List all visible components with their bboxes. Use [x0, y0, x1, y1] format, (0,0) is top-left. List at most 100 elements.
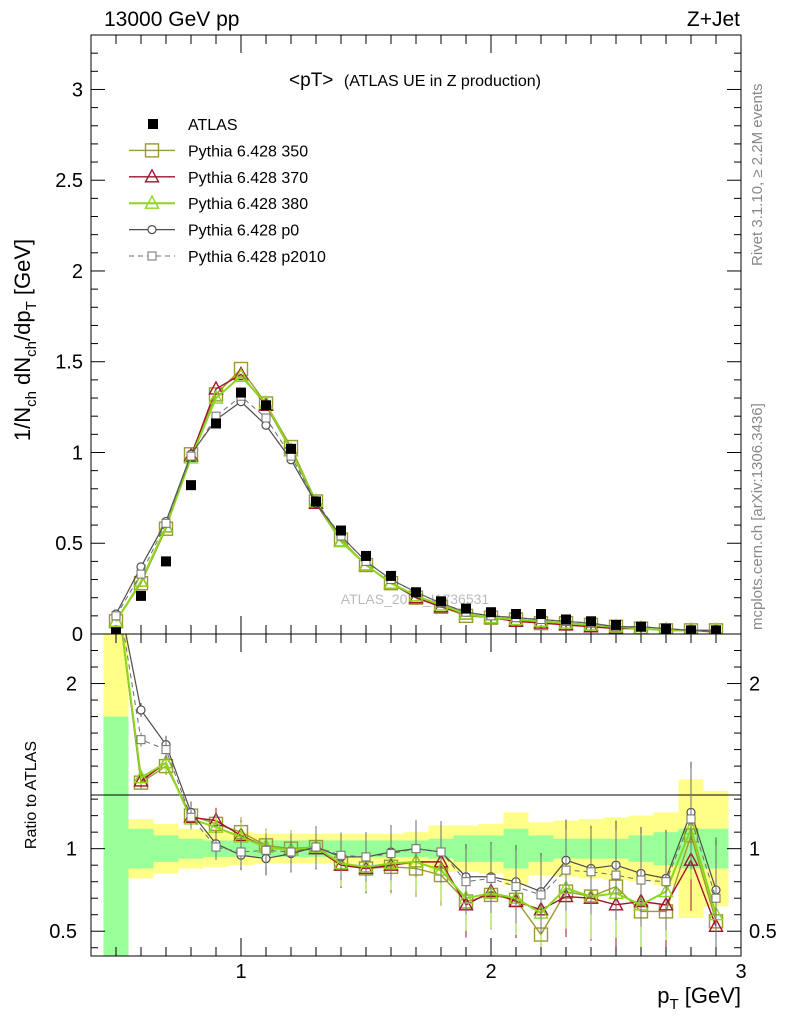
svg-text:1/Nch dNch/dpT [GeV]: 1/Nch dNch/dpT [GeV]	[10, 239, 40, 441]
ratio-series-point	[486, 873, 496, 883]
ratio-series-point	[133, 769, 149, 784]
main-y-tick-label: 2.5	[55, 170, 83, 192]
atlas-data-point	[236, 387, 246, 398]
ratio-plot-panel: 0.5 0.5 1 1 2 2 1 2 3 Ratio to ATLAS pT [GeV]	[23, 633, 777, 1013]
ratio-series-point	[411, 844, 421, 854]
legend-item: ATLAS	[148, 117, 238, 134]
ratio-series-point	[311, 842, 321, 852]
main-series-point	[186, 451, 196, 461]
legend-item: Pythia 6.428 p0	[129, 223, 299, 240]
ratio-series-point	[136, 705, 146, 715]
atlas-data-point	[261, 400, 271, 411]
header-left: 13000 GeV pp	[104, 8, 239, 31]
main-y-tick-label: 0.5	[55, 533, 83, 555]
main-y-label: 1/Nch dNch/dpT [GeV]	[10, 239, 40, 441]
ratio-series-point	[461, 877, 471, 887]
ratio-series-point	[186, 812, 196, 822]
legend: ATLAS Pythia 6.428 350 Pythia 6.428 370 Pyt…	[129, 117, 326, 266]
ratio-y-tick-label-right: 0.5	[749, 921, 777, 943]
ratio-band-stat	[178, 838, 204, 859]
legend-marker	[147, 225, 157, 235]
main-y-tick-label: 0	[72, 624, 83, 646]
ratio-series-point	[133, 772, 149, 787]
legend-marker	[148, 119, 158, 129]
legend-marker	[144, 168, 160, 183]
main-series-point	[208, 389, 224, 404]
ratio-frame	[90, 633, 742, 957]
ratio-y-tick-label-right: 2	[749, 674, 760, 696]
atlas-data-point	[561, 614, 571, 625]
atlas-data-point	[661, 623, 671, 634]
ratio-series-point	[511, 882, 521, 892]
main-series-point	[208, 380, 224, 395]
ratio-axis-ticks: 0.5 0.5 1 1 2 2 1 2 3	[49, 634, 777, 983]
legend-label: Pythia 6.428 350	[188, 143, 308, 160]
mcplots-label: mcplots.cern.ch [arXiv:1306.3436]	[749, 403, 766, 630]
ratio-series-point	[161, 745, 171, 755]
atlas-data-point	[536, 609, 546, 620]
legend-label: Pythia 6.428 p2010	[188, 249, 326, 266]
atlas-data-point	[186, 480, 196, 491]
ratio-series-point	[261, 845, 271, 855]
ratio-series-point	[136, 735, 146, 745]
x-tick-label: 2	[485, 961, 496, 983]
main-title-sub: (ATLAS UE in Z production)	[344, 73, 541, 90]
main-axis-ticks: 0 0.5 1 1.5 2 2.5 3	[55, 35, 741, 646]
main-series-point	[261, 413, 271, 423]
main-title-main: <pT>	[289, 70, 333, 91]
atlas-data-point	[211, 418, 221, 429]
svg-text:<pT> (ATLAS UE in Z pr: <pT> (ATLAS UE in Z production)	[289, 70, 541, 91]
rivet-label: Rivet 3.1.10, ≥ 2.2M events	[749, 84, 766, 267]
ratio-series-point	[586, 867, 596, 877]
main-y-tick-label: 3	[72, 79, 83, 101]
main-title: <pT> (ATLAS UE in Z production)	[289, 70, 541, 91]
ratio-series-point	[686, 814, 696, 824]
legend-label: ATLAS	[188, 117, 238, 134]
legend-item: Pythia 6.428 370	[129, 168, 308, 187]
ratio-series-point	[286, 847, 296, 857]
atlas-data-point	[386, 570, 396, 581]
atlas-data-point	[711, 625, 721, 634]
ratio-series-point	[211, 842, 221, 852]
ratio-series-layer	[121, 634, 724, 956]
atlas-data-point	[586, 616, 596, 627]
x-tick-label: 3	[735, 961, 746, 983]
main-series-point	[233, 367, 249, 382]
atlas-data-point	[486, 607, 496, 618]
legend-label: Pythia 6.428 380	[188, 196, 308, 213]
atlas-data-point	[511, 609, 521, 620]
header-right: Z+Jet	[687, 8, 740, 31]
main-y-tick-label: 1	[72, 442, 83, 464]
legend-marker	[144, 194, 160, 209]
x-axis-label: pT [GeV]	[657, 983, 741, 1013]
ratio-series-point	[536, 890, 546, 900]
main-series-point	[233, 365, 249, 381]
main-y-tick-label: 2	[72, 261, 83, 283]
atlas-data-point	[311, 496, 321, 507]
ratio-series-point	[611, 870, 621, 880]
atlas-data-point	[336, 525, 346, 536]
legend-item: Pythia 6.428 p2010	[129, 249, 326, 266]
ratio-y-tick-label: 2	[66, 674, 77, 696]
legend-label: Pythia 6.428 370	[188, 170, 308, 187]
ratio-series-point	[711, 893, 721, 903]
main-plot-panel: 0 0.5 1 1.5 2 2.5 3 ATLAS_2019_I1736531 <pT> (…	[10, 34, 742, 646]
main-y-tick-label: 1.5	[55, 352, 83, 374]
atlas-data-point	[286, 443, 296, 454]
ratio-band-stat	[128, 828, 154, 869]
atlas-data-point	[161, 556, 171, 567]
legend-marker	[144, 143, 160, 158]
atlas-data-point	[361, 550, 371, 561]
main-series-point	[161, 518, 171, 528]
ratio-series-point	[436, 847, 446, 857]
atlas-data-point	[136, 590, 146, 601]
atlas-data-point	[411, 587, 421, 598]
ratio-y-tick-label: 1	[66, 839, 77, 861]
ratio-series-point	[236, 847, 246, 857]
ratio-series-point	[386, 849, 396, 859]
x-tick-label: 1	[235, 961, 246, 983]
ratio-band-stat	[103, 716, 129, 956]
ratio-series-point	[158, 754, 174, 769]
legend-marker	[147, 251, 157, 261]
